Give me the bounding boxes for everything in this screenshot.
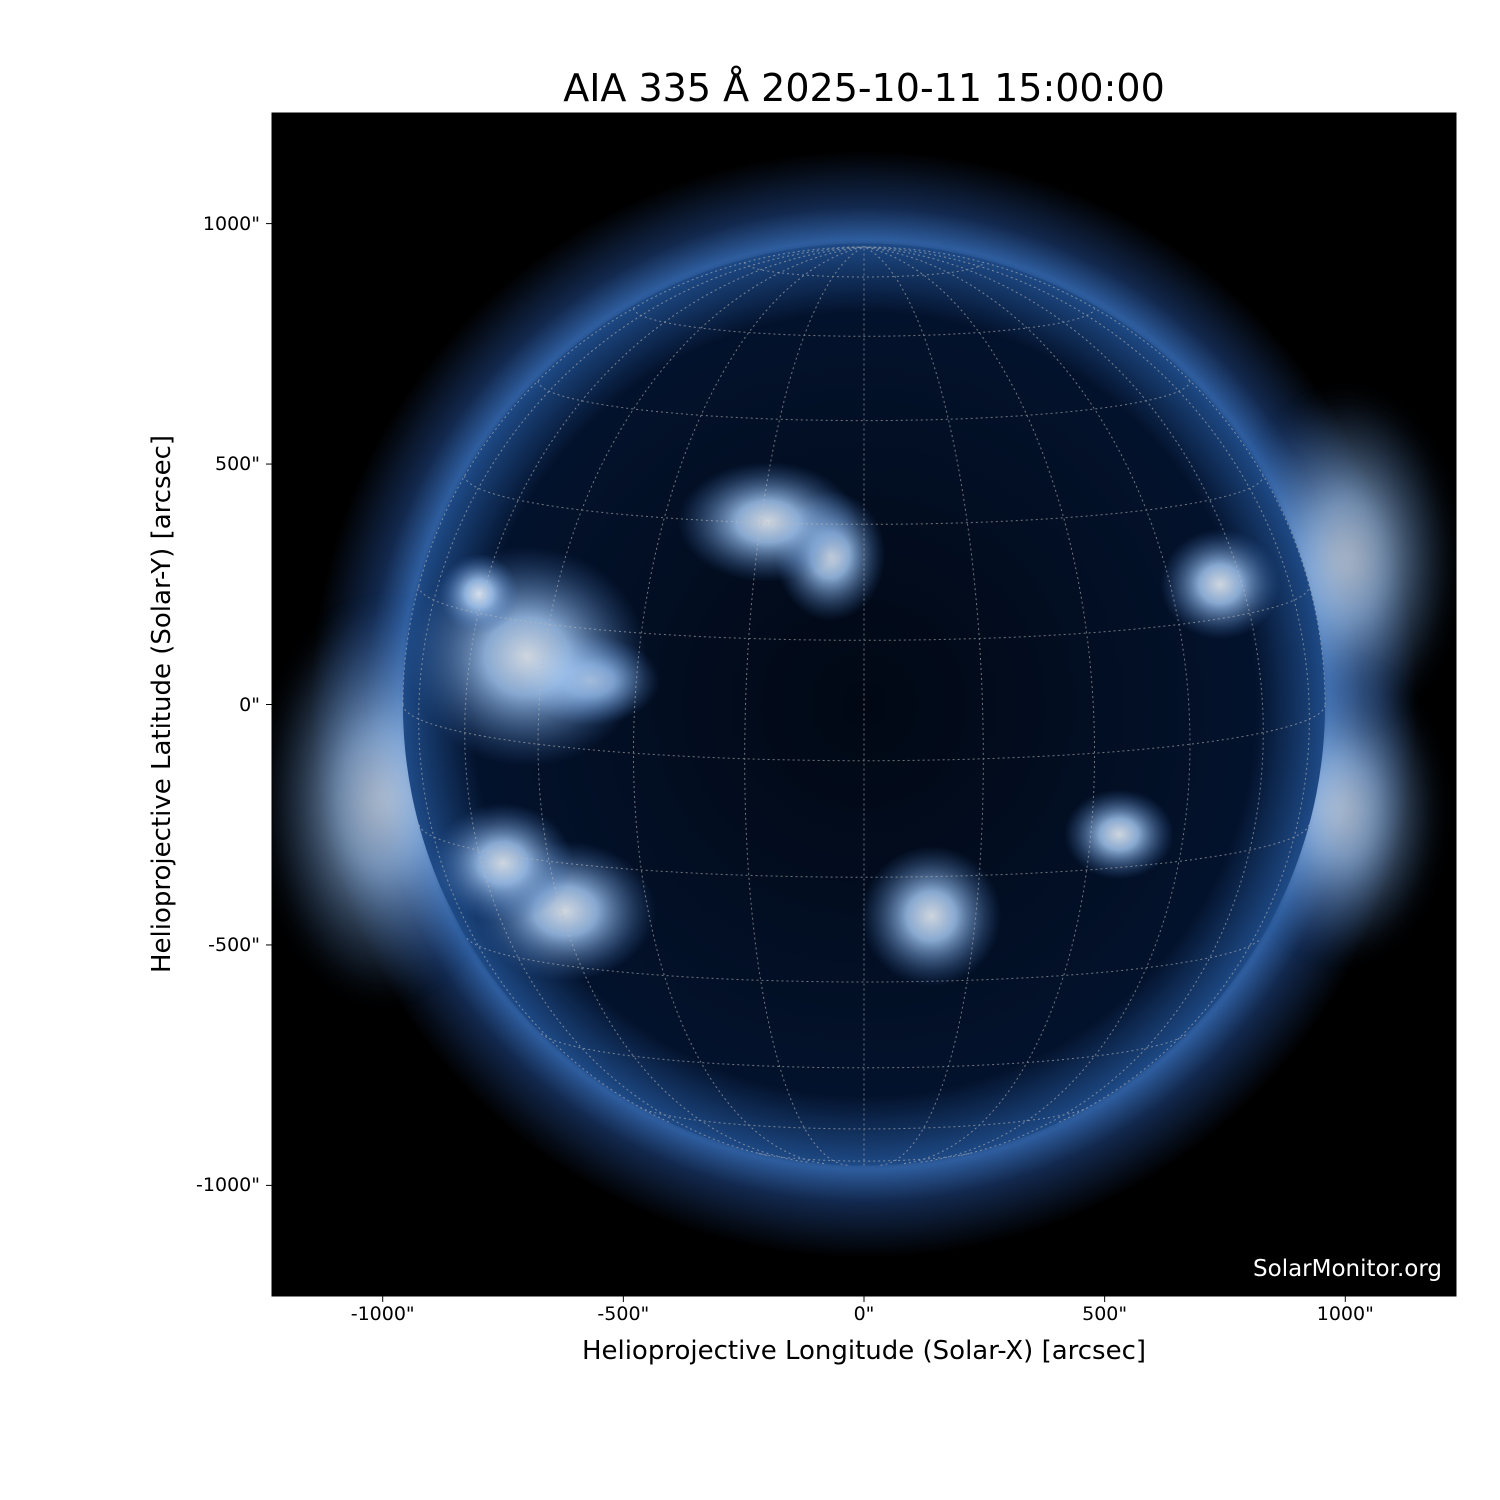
grid-line: [640, 1107, 1088, 1130]
grid-line: [537, 246, 865, 1163]
x-tick-label: -500": [597, 1303, 650, 1325]
active-region: [433, 803, 574, 924]
grid-line: [464, 475, 1264, 525]
grid-line: [418, 246, 865, 1123]
grid-line: [758, 1152, 970, 1162]
chart-title: AIA 335 Å 2025-10-11 15:00:00: [563, 66, 1165, 110]
grid-line: [863, 246, 1326, 705]
watermark: SolarMonitor.org: [1253, 1256, 1442, 1282]
grid-line: [402, 704, 1326, 762]
grid-line: [537, 380, 1191, 422]
grid-line: [418, 586, 1310, 641]
active-region: [1064, 789, 1175, 880]
heliographic-grid: [402, 246, 1326, 1166]
grid-line: [744, 246, 865, 1166]
grid-line: [633, 308, 1095, 337]
y-axis-label: Helioprojective Latitude (Solar-Y) [arcs…: [147, 434, 177, 974]
x-tick-label: 0": [853, 1303, 875, 1325]
x-axis-label: Helioprojective Longitude (Solar-X) [arc…: [581, 1336, 1147, 1366]
grid-line: [863, 246, 1310, 1123]
y-tick-label: -500": [208, 933, 260, 956]
active-region: [861, 846, 1002, 987]
x-tick-label: 1000": [1316, 1303, 1374, 1325]
y-tick-label: -1000": [196, 1174, 260, 1197]
grid-line: [540, 1033, 1188, 1069]
grid-line: [863, 246, 1191, 1163]
active-region: [438, 553, 519, 634]
y-tick-label: 500": [214, 453, 260, 476]
grid-line: [418, 824, 1310, 878]
y-tick-label: 0": [239, 693, 260, 716]
grid-line: [744, 262, 984, 278]
active-region: [677, 461, 858, 582]
grid-line: [466, 938, 1262, 983]
x-tick-label: -1000": [350, 1303, 415, 1325]
x-tick-label: 500": [1082, 1303, 1128, 1325]
active-region: [1160, 529, 1281, 640]
grid-line: [863, 246, 984, 1166]
y-tick-label: 1000": [202, 212, 260, 235]
